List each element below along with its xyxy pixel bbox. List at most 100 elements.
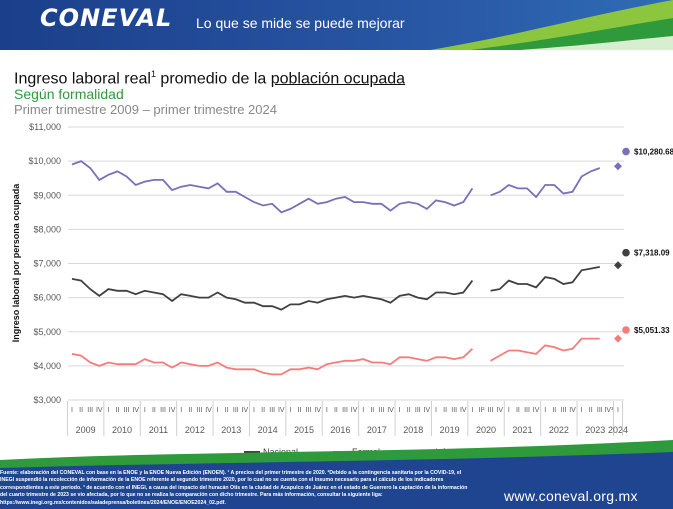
x-quarter-label: III	[415, 407, 421, 414]
y-tick-label: $3,000	[33, 395, 61, 405]
x-year-label: 2018	[403, 425, 423, 435]
x-year-label: 2012	[185, 425, 205, 435]
x-quarter-label: IV	[533, 407, 540, 414]
coneval-logo: CONEVAL	[40, 4, 173, 32]
x-quarter-label: IV	[205, 407, 212, 414]
series-marker-informal	[614, 334, 622, 343]
x-quarter-label: II	[334, 407, 338, 414]
x-quarter-label: IV	[387, 407, 394, 414]
x-year-label: 2015	[294, 425, 314, 435]
x-quarter-label: II	[443, 407, 447, 414]
x-quarter-label: II	[79, 407, 83, 414]
x-quarter-label: III	[597, 407, 603, 414]
x-year-label: 2013	[221, 425, 241, 435]
x-quarter-label: IV	[96, 407, 103, 414]
x-year-label: 2019	[440, 425, 460, 435]
chart-title: Ingreso laboral real1 promedio de la pob…	[14, 69, 406, 88]
x-quarter-label: II	[370, 407, 374, 414]
x-quarter-label: IV	[569, 407, 576, 414]
x-quarter-label: I	[253, 407, 255, 414]
footer-banner: Fuente: elaboración del CONEVAL con base…	[0, 440, 673, 509]
x-quarter-label: IV	[496, 407, 503, 414]
y-tick-label: $5,000	[33, 327, 61, 337]
x-quarter-label: I	[289, 407, 291, 414]
x-quarter-label: II	[516, 407, 520, 414]
series-last-label-formal: $10,280.68	[634, 148, 673, 157]
x-quarter-label: I	[217, 407, 219, 414]
x-quarter-label: I	[471, 407, 473, 414]
x-quarter-label: II	[552, 407, 556, 414]
x-quarter-label: III	[160, 407, 166, 414]
website-link[interactable]: www.coneval.org.mx	[504, 488, 638, 504]
x-quarter-label: II	[589, 407, 593, 414]
x-quarter-label: II	[188, 407, 192, 414]
x-quarter-label: IV	[169, 407, 176, 414]
y-tick-label: $7,000	[33, 259, 61, 269]
x-year-label: 2022	[549, 425, 569, 435]
chart-subtitle: Según formalidad	[14, 86, 124, 103]
series-line-formal	[71, 160, 474, 214]
x-quarter-label: I	[508, 407, 510, 414]
x-year-label: 2014	[258, 425, 278, 435]
x-quarter-label: IV	[314, 407, 321, 414]
x-quarter-label: I	[326, 407, 328, 414]
x-quarter-label: I	[544, 407, 546, 414]
x-quarter-label: IV	[278, 407, 285, 414]
series-marker-formal	[614, 162, 622, 171]
x-year-label: 2017	[367, 425, 387, 435]
x-year-label: 2020	[476, 425, 496, 435]
x-quarter-label: I	[435, 407, 437, 414]
series-line-nacional	[71, 278, 474, 311]
series-line-informal	[490, 337, 600, 362]
x-quarter-label: IV³	[604, 407, 614, 414]
x-quarter-label: III	[560, 407, 566, 414]
series-line-informal	[71, 348, 474, 376]
x-year-label: 2023	[585, 425, 605, 435]
x-quarter-label: III	[196, 407, 202, 414]
y-tick-label: $10,000	[28, 156, 61, 166]
chart-title-block: Ingreso laboral real1 promedio de la pob…	[14, 66, 405, 117]
x-quarter-label: I	[617, 407, 619, 414]
x-quarter-label: II²	[478, 407, 485, 414]
x-quarter-label: IV	[242, 407, 249, 414]
x-quarter-label: IV	[424, 407, 431, 414]
x-year-label: 2016	[330, 425, 350, 435]
series-last-point-formal	[622, 147, 630, 156]
series-last-point-nacional	[622, 248, 630, 257]
x-quarter-label: III	[269, 407, 275, 414]
x-quarter-label: III	[488, 407, 494, 414]
header-slogan: Lo que se mide se puede mejorar	[196, 15, 405, 31]
x-quarter-label: III	[124, 407, 130, 414]
x-year-label: 2021	[512, 425, 532, 435]
y-axis-label: Ingreso laboral por persona ocupada	[11, 183, 21, 343]
y-tick-label: $9,000	[33, 190, 61, 200]
x-year-label: 2024	[608, 425, 628, 435]
x-quarter-label: II	[116, 407, 120, 414]
x-quarter-label: IV	[460, 407, 467, 414]
chart-period: Primer trimestre 2009 – primer trimestre…	[14, 102, 277, 118]
x-quarter-label: III	[378, 407, 384, 414]
x-quarter-label: II	[407, 407, 411, 414]
x-quarter-label: III	[342, 407, 348, 414]
x-quarter-label: I	[144, 407, 146, 414]
x-quarter-label: I	[362, 407, 364, 414]
x-quarter-label: I	[399, 407, 401, 414]
x-quarter-label: II	[298, 407, 302, 414]
x-quarter-label: I	[71, 407, 73, 414]
x-quarter-label: III	[233, 407, 239, 414]
x-quarter-label: II	[152, 407, 156, 414]
series-last-label-informal: $5,051.33	[634, 326, 670, 335]
legend-label: Nacional	[263, 447, 298, 457]
x-quarter-label: III	[451, 407, 457, 414]
series-marker-nacional	[614, 261, 622, 270]
x-quarter-label: I	[581, 407, 583, 414]
footer-background	[0, 440, 673, 509]
series-line-nacional	[490, 266, 600, 292]
y-tick-label: $8,000	[33, 224, 61, 234]
header-banner: CONEVAL Lo que se mide se puede mejorar	[0, 0, 673, 50]
x-quarter-label: IV	[132, 407, 139, 414]
y-tick-label: $6,000	[33, 293, 61, 303]
series-line-formal	[490, 167, 601, 199]
x-year-label: 2011	[149, 425, 168, 435]
